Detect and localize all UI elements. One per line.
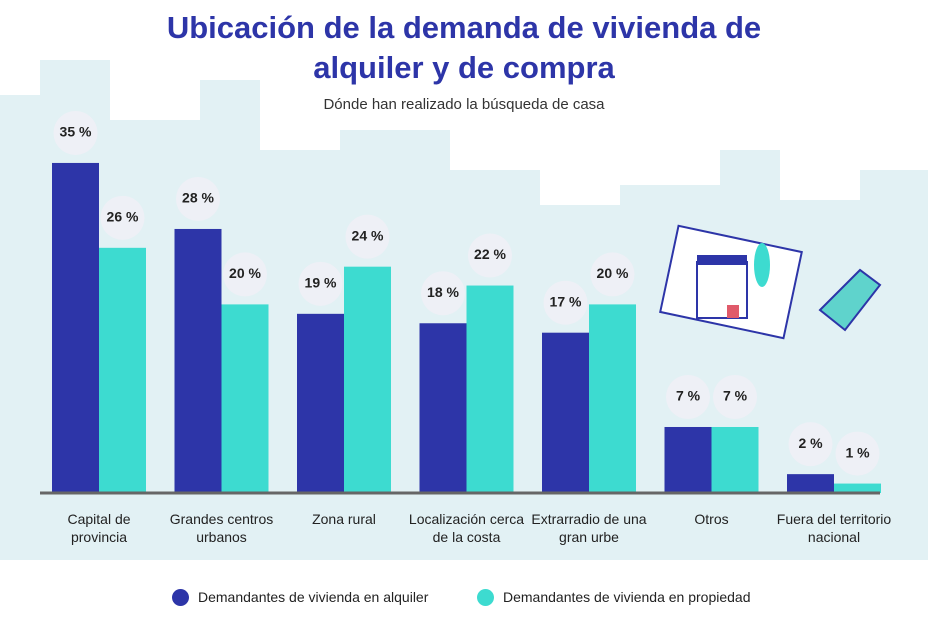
bar — [419, 323, 467, 493]
label-bubble — [53, 110, 98, 155]
label-bubble — [590, 252, 635, 297]
bar — [52, 162, 99, 493]
x-tick-label: Extrarradio de una gran urbe — [531, 511, 647, 545]
value-label: 1 % — [845, 444, 870, 460]
value-label: 2 % — [798, 435, 823, 451]
label-bubble — [835, 431, 880, 476]
x-tick-label: Localización cerca de la costa — [408, 511, 525, 545]
chart-title: Ubicación de la demanda de vivienda de a… — [166, 10, 762, 85]
bar — [297, 313, 344, 493]
label-bubble — [543, 280, 588, 325]
bar — [834, 483, 881, 493]
value-label: 35 % — [60, 124, 92, 140]
label-bubble — [421, 271, 465, 316]
label-bubble — [100, 195, 145, 240]
label-bubble — [223, 252, 267, 297]
label-bubble — [713, 374, 757, 419]
value-label: 18 % — [427, 284, 459, 300]
label-bubble — [176, 176, 220, 221]
label-bubble — [468, 233, 512, 278]
label-bubble — [298, 261, 343, 306]
bar — [344, 266, 391, 493]
illustration — [659, 224, 882, 340]
value-label: 26 % — [107, 209, 139, 225]
value-label: 7 % — [676, 388, 701, 404]
x-tick-label: Grandes centros urbanos — [169, 511, 274, 545]
x-tick-label: Zona rural — [312, 511, 376, 527]
chart-subtitle: Dónde han realizado la búsqueda de casa — [323, 96, 605, 113]
bar — [711, 426, 759, 493]
value-label: 22 % — [474, 246, 506, 262]
value-label: 7 % — [723, 388, 748, 404]
value-label: 19 % — [305, 275, 337, 291]
label-bubble — [345, 214, 390, 259]
value-label: 17 % — [550, 293, 582, 309]
bar — [466, 285, 514, 493]
bar — [589, 304, 636, 493]
value-label: 20 % — [597, 265, 629, 281]
legend-swatch — [172, 589, 189, 606]
bar — [787, 474, 834, 493]
x-tick-label: Fuera del territorio nacional — [776, 511, 892, 545]
label-bubble — [666, 374, 710, 419]
bar — [99, 247, 146, 493]
bar — [174, 228, 222, 493]
legend-swatch — [477, 589, 494, 606]
value-label: 24 % — [352, 227, 384, 243]
bar — [664, 426, 712, 493]
value-label: 20 % — [229, 265, 261, 281]
x-tick-label: Otros — [694, 511, 729, 527]
x-tick-label: Capital de provincia — [67, 511, 131, 545]
value-label: 28 % — [182, 190, 214, 206]
bar — [221, 304, 269, 493]
label-bubble — [788, 422, 833, 467]
bar — [542, 332, 589, 493]
legend-label: Demandantes de vivienda en propiedad — [503, 589, 751, 605]
legend-label: Demandantes de vivienda en alquiler — [198, 589, 429, 605]
